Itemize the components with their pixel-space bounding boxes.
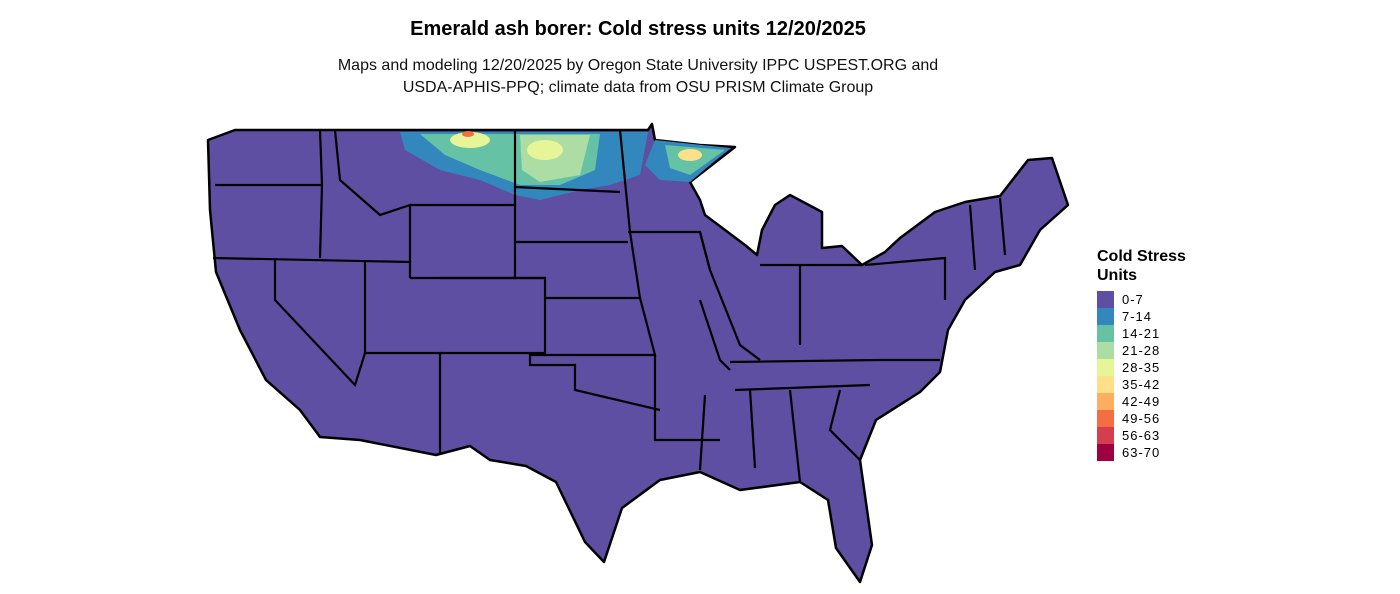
legend-label: 14-21 — [1122, 326, 1161, 341]
legend-title-line-2: Units — [1097, 267, 1137, 284]
legend-title-line-1: Cold Stress — [1097, 248, 1186, 265]
legend-item: 0-7 — [1097, 291, 1186, 308]
legend-item: 35-42 — [1097, 376, 1186, 393]
legend-title: Cold Stress Units — [1097, 247, 1186, 285]
legend-label: 0-7 — [1122, 292, 1144, 307]
legend-swatch — [1097, 444, 1114, 461]
legend-swatch — [1097, 427, 1114, 444]
subtitle-line-2: USDA-APHIS-PPQ; climate data from OSU PR… — [402, 79, 874, 96]
legend-label: 49-56 — [1122, 411, 1161, 426]
legend-swatch — [1097, 291, 1114, 308]
legend-item: 14-21 — [1097, 325, 1186, 342]
legend-swatch — [1097, 376, 1114, 393]
legend-item: 7-14 — [1097, 308, 1186, 325]
legend-label: 35-42 — [1122, 377, 1161, 392]
legend-swatch — [1097, 359, 1114, 376]
map-title: Emerald ash borer: Cold stress units 12/… — [410, 18, 866, 40]
legend-item: 63-70 — [1097, 444, 1186, 461]
legend-label: 21-28 — [1122, 343, 1161, 358]
legend-swatch — [1097, 325, 1114, 342]
subtitle-line-1: Maps and modeling 12/20/2025 by Oregon S… — [337, 57, 939, 74]
legend-swatch — [1097, 308, 1114, 325]
map-subtitle: Maps and modeling 12/20/2025 by Oregon S… — [0, 55, 1276, 99]
conus-outline — [206, 122, 1070, 584]
legend-item: 28-35 — [1097, 359, 1186, 376]
state-boundaries — [212, 129, 1007, 483]
cold-stress-high-zone — [400, 131, 730, 200]
legend-item: 42-49 — [1097, 393, 1186, 410]
legend: Cold Stress Units 0-7 7-14 14-21 21-28 28-35… — [1097, 247, 1186, 461]
legend-label: 56-63 — [1122, 428, 1161, 443]
legend-label: 42-49 — [1122, 394, 1161, 409]
legend-label: 63-70 — [1122, 445, 1161, 460]
legend-item: 56-63 — [1097, 427, 1186, 444]
legend-label: 28-35 — [1122, 360, 1161, 375]
legend-swatch — [1097, 342, 1114, 359]
legend-item: 21-28 — [1097, 342, 1186, 359]
legend-label: 7-14 — [1122, 309, 1153, 324]
legend-swatch — [1097, 393, 1114, 410]
legend-swatch — [1097, 410, 1114, 427]
legend-item: 49-56 — [1097, 410, 1186, 427]
